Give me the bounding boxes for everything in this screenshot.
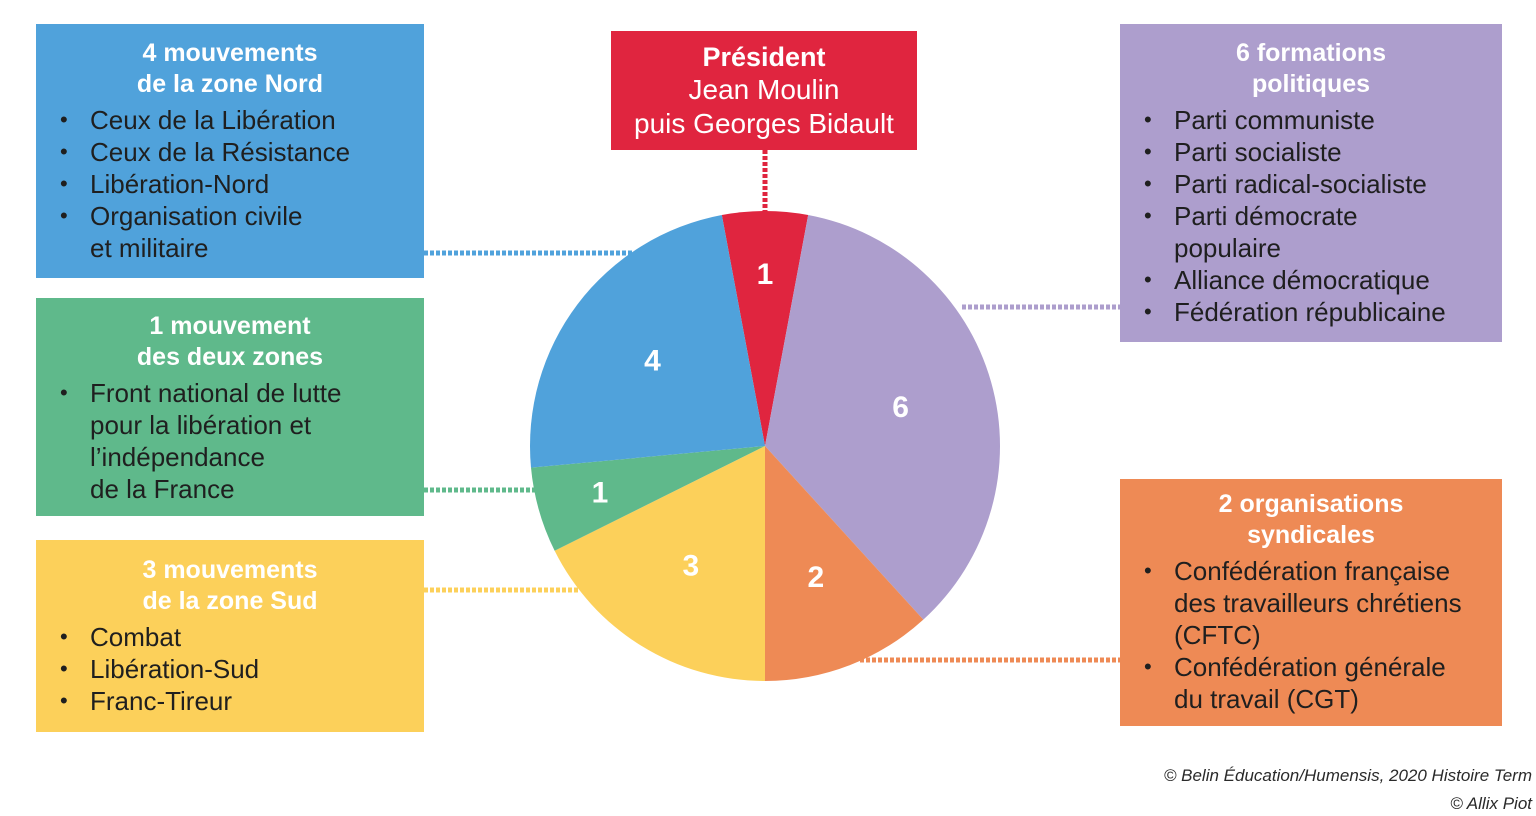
formations-politiques-list: Parti communiste Parti socialiste Parti … (1120, 104, 1502, 328)
formations-politiques-box: 6 formations politiques Parti communiste… (1120, 24, 1502, 342)
list-item: Ceux de la Libération (60, 104, 424, 136)
pie-slice-labels: 1 6 2 3 1 4 (592, 258, 909, 594)
connector-lines (424, 150, 1120, 663)
list-item: Combat (60, 621, 424, 653)
list-item: Organisation civile et militaire (60, 200, 424, 264)
list-item: Ceux de la Résistance (60, 136, 424, 168)
pie-slice (529, 215, 765, 468)
pie-slices (529, 210, 1001, 681)
pie-slice (765, 215, 1001, 620)
president-box: Président Jean Moulin puis Georges Bidau… (611, 31, 917, 150)
slice-value-label: 2 (808, 561, 825, 594)
organisations-syndicales-title: 2 organisations syndicales (1218, 490, 1404, 549)
slice-value-label: 1 (757, 258, 774, 291)
zone-sud-box: 3 mouvements de la zone Sud Combat Libér… (36, 540, 424, 732)
slice-value-label: 3 (682, 549, 699, 582)
list-item: Libération-Nord (60, 168, 424, 200)
zone-nord-title: 4 mouvements de la zone Nord (136, 39, 324, 98)
list-item: Alliance démocratique (1144, 264, 1502, 296)
pie-slice (554, 446, 765, 681)
pie-slice (765, 446, 924, 681)
list-item: Parti communiste (1144, 104, 1502, 136)
list-item: Libération-Sud (60, 653, 424, 685)
president-title: Président (702, 42, 826, 72)
zone-nord-box: 4 mouvements de la zone Nord Ceux de la … (36, 24, 424, 278)
list-item: Franc-Tireur (60, 685, 424, 717)
list-item: Confédération française des travailleurs… (1144, 555, 1502, 651)
list-item: Parti démocrate populaire (1144, 200, 1502, 264)
deux-zones-list: Front national de lutte pour la libérati… (36, 377, 424, 505)
list-item: Fédération républicaine (1144, 296, 1502, 328)
deux-zones-title: 1 mouvement des deux zones (136, 312, 324, 371)
zone-sud-list: Combat Libération-Sud Franc-Tireur (36, 621, 424, 717)
credit-author: © Allix Piot (1450, 794, 1532, 813)
list-item: Parti radical-socialiste (1144, 168, 1502, 200)
credit-publisher: © Belin Éducation/Humensis, 2020 Histoir… (1163, 766, 1532, 785)
president-name: Jean Moulin puis Georges Bidault (634, 74, 894, 139)
list-item: Parti socialiste (1144, 136, 1502, 168)
formations-politiques-title: 6 formations politiques (1235, 39, 1387, 98)
zone-sud-title: 3 mouvements de la zone Sud (142, 556, 318, 615)
pie-slice (531, 446, 765, 551)
slice-value-label: 1 (592, 476, 609, 509)
list-item: Confédération générale du travail (CGT) (1144, 651, 1502, 715)
zone-nord-list: Ceux de la Libération Ceux de la Résista… (36, 104, 424, 264)
slice-value-label: 6 (892, 391, 909, 424)
deux-zones-box: 1 mouvement des deux zones Front nationa… (36, 298, 424, 516)
list-item: Front national de lutte pour la libérati… (60, 377, 424, 505)
slice-value-label: 4 (644, 345, 661, 378)
pie-slice (721, 210, 809, 446)
organisations-syndicales-box: 2 organisations syndicales Confédération… (1120, 479, 1502, 726)
organisations-syndicales-list: Confédération française des travailleurs… (1120, 555, 1502, 715)
